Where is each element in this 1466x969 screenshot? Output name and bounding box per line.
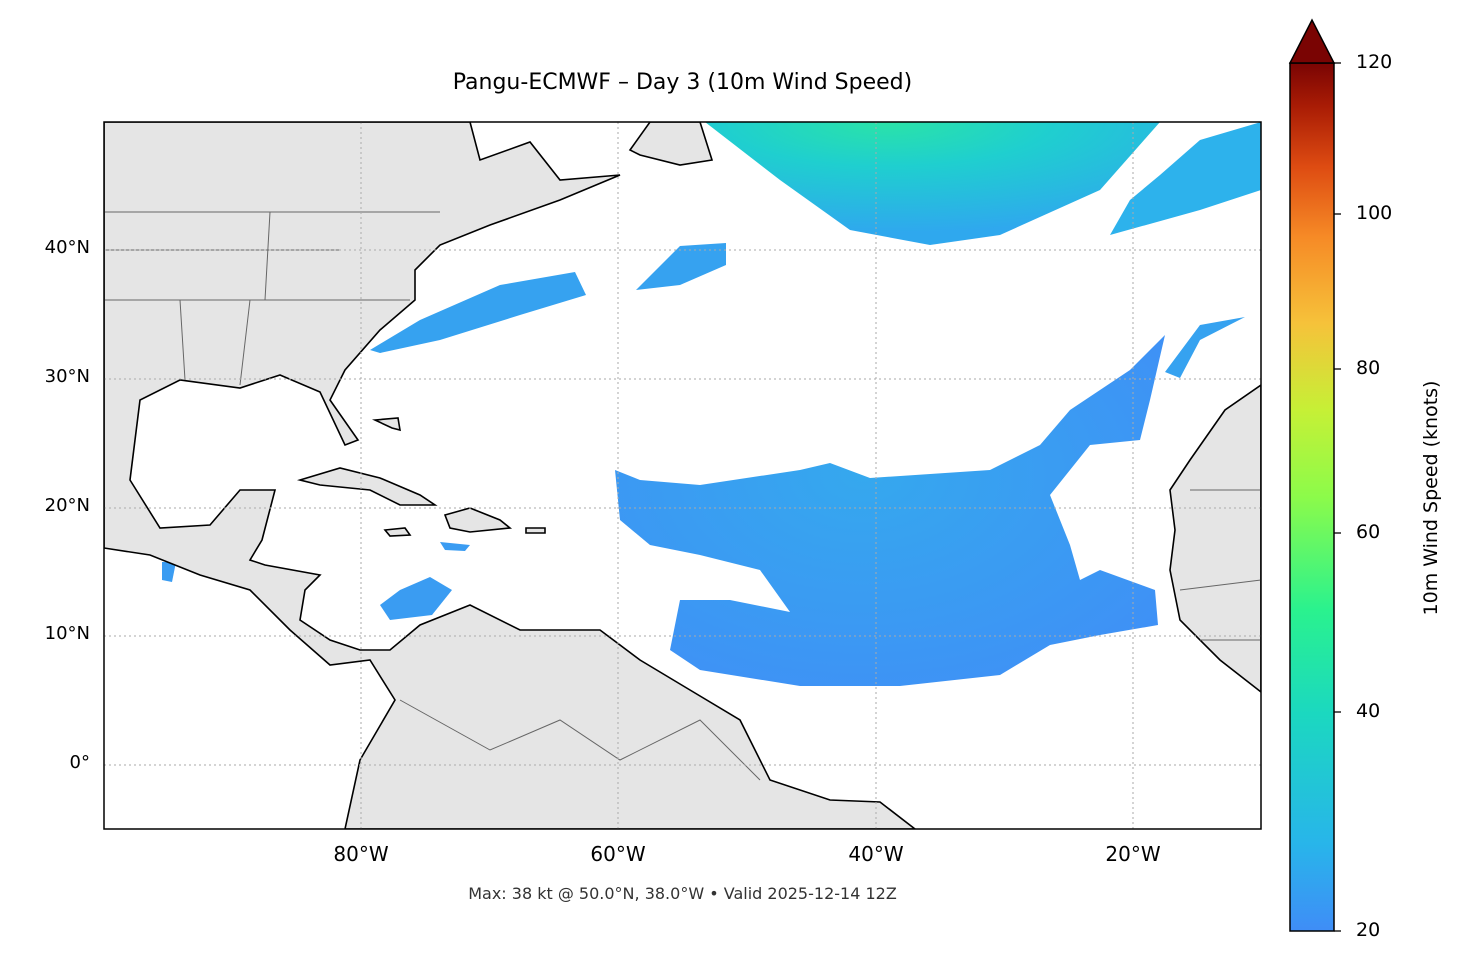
x-tick-label: 80°W	[333, 842, 389, 866]
y-tick-label: 0°	[69, 752, 90, 773]
bahamas	[371, 417, 401, 432]
wind-area-us-coast	[370, 272, 586, 353]
colorbar-tick-label: 100	[1356, 202, 1393, 224]
wind-area-canaries	[1165, 317, 1245, 378]
y-tick-label: 40°N	[44, 237, 90, 258]
colorbar-tick-label: 40	[1356, 700, 1381, 722]
colorbar-tick-label: 80	[1356, 357, 1381, 379]
wind-area-central-atlantic	[615, 335, 1165, 686]
wind-area-northeast	[1110, 122, 1261, 235]
colorbar	[1288, 18, 1341, 932]
cuba	[296, 467, 438, 506]
y-tick-label: 10°N	[44, 623, 90, 644]
max-info-footer: Max: 38 kt @ 50.0°N, 38.0°W • Valid 2025…	[468, 884, 897, 903]
newfoundland	[628, 122, 714, 166]
africa	[1169, 384, 1261, 694]
wind-area-small-north	[636, 243, 726, 290]
hispaniola	[443, 507, 513, 533]
land	[104, 122, 1261, 829]
colorbar-tick-label: 20	[1356, 919, 1381, 941]
colorbar-extend-arrow	[1288, 18, 1336, 64]
colorbar-label: 10m Wind Speed (knots)	[1420, 380, 1442, 616]
colorbar-gradient	[1289, 62, 1335, 932]
map-title: Pangu-ECMWF – Day 3 (10m Wind Speed)	[452, 70, 913, 95]
jamaica	[383, 527, 412, 537]
y-tick-label: 20°N	[44, 495, 90, 516]
map-frame	[103, 121, 1262, 830]
wind-field	[162, 122, 1261, 686]
x-tick-label: 40°W	[848, 842, 904, 866]
country-borders	[104, 211, 1261, 781]
y-tick-label: 30°N	[44, 366, 90, 387]
colorbar-tick-label: 120	[1356, 51, 1393, 73]
wind-area-caribbean	[380, 577, 452, 620]
wind-area-north-atlantic	[705, 122, 1160, 245]
puerto-rico	[525, 527, 546, 534]
colorbar-tick-label: 60	[1356, 521, 1381, 543]
americas-landmass	[104, 122, 917, 829]
wind-area-hispaniola	[440, 542, 470, 551]
x-tick-label: 20°W	[1105, 842, 1161, 866]
x-tick-label: 60°W	[590, 842, 646, 866]
wind-area-pacific	[162, 562, 176, 582]
